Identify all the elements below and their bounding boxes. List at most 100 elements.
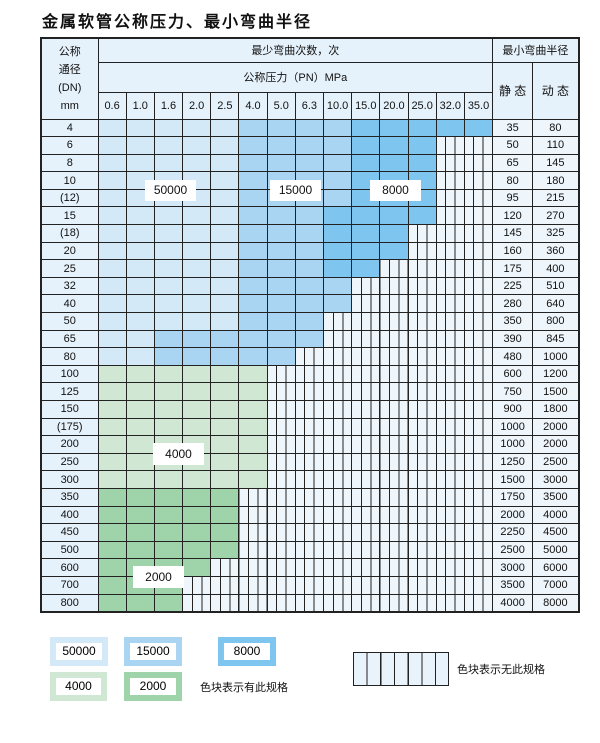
dynamic-radius-cell: 800: [532, 312, 580, 331]
no-spec-cell: [435, 364, 465, 384]
table-row: 20 160 360: [40, 241, 580, 261]
dn-cell: 50: [40, 312, 99, 331]
no-spec-cell: [238, 540, 268, 560]
no-spec-cell: [407, 364, 437, 384]
spec-cell-8000: [351, 241, 381, 261]
spec-cell-8000: [407, 206, 437, 226]
spec-cell-50000: [182, 259, 212, 278]
no-spec-cell: [463, 206, 494, 226]
dn-cell: 400: [40, 505, 99, 525]
dynamic-radius-cell: 400: [532, 259, 580, 278]
spec-cell-15000: [294, 329, 325, 349]
static-header: 静 态: [492, 61, 534, 120]
no-spec-cell: [294, 558, 325, 577]
no-spec-cell: [322, 470, 353, 489]
spec-cell-4000: [97, 470, 127, 489]
spec-cell-15000: [322, 188, 353, 208]
spec-cell-50000: [97, 153, 127, 173]
dn-cell: 800: [40, 593, 99, 613]
spec-cell-50000: [153, 206, 184, 226]
no-spec-cell: [322, 487, 353, 507]
pressure-col-header: 35.0: [463, 91, 494, 120]
spec-cell-15000: [238, 136, 268, 155]
dynamic-radius-cell: 270: [532, 206, 580, 226]
dn-cell: (175): [40, 417, 99, 437]
spec-cell-15000: [294, 206, 325, 226]
no-spec-cell: [351, 329, 381, 349]
table-row: 6 50 110: [40, 136, 580, 155]
dn-cell: 20: [40, 241, 99, 261]
no-spec-cell: [463, 153, 494, 173]
spec-cell-15000: [266, 329, 296, 349]
spec-cell-8000: [379, 153, 409, 173]
no-spec-cell: [379, 347, 409, 366]
spec-cell-50000: [182, 153, 212, 173]
spec-cell-8000: [351, 136, 381, 155]
no-spec-cell: [266, 435, 296, 454]
spec-cell-15000: [322, 294, 353, 314]
legend-50000: 50000: [50, 637, 108, 666]
no-spec-cell: [238, 487, 268, 507]
no-spec-cell: [435, 276, 465, 296]
spec-cell-15000: [294, 276, 325, 296]
spec-cell-4000: [125, 364, 155, 384]
spec-cell-4000: [153, 400, 184, 419]
region-label-4000: 4000: [153, 443, 204, 465]
no-spec-cell: [322, 575, 353, 595]
spec-cell-4000: [210, 470, 240, 489]
dn-cell: 600: [40, 558, 99, 577]
dynamic-radius-cell: 2500: [532, 452, 580, 472]
spec-cell-15000: [266, 118, 296, 138]
no-spec-cell: [379, 505, 409, 525]
dynamic-radius-cell: 2000: [532, 417, 580, 437]
no-spec-cell: [435, 417, 465, 437]
spec-cell-8000: [463, 118, 494, 138]
pressure-col-header: 1.6: [153, 91, 184, 120]
spec-cell-15000: [238, 329, 268, 349]
no-spec-cell: [407, 593, 437, 613]
no-spec-cell: [351, 575, 381, 595]
static-radius-cell: 120: [492, 206, 534, 226]
spec-cell-2000: [153, 487, 184, 507]
no-spec-cell: [463, 364, 494, 384]
spec-cell-4000: [210, 382, 240, 401]
no-spec-cell: [435, 224, 465, 243]
no-spec-cell: [294, 452, 325, 472]
spec-cell-50000: [125, 312, 155, 331]
spec-cell-50000: [182, 294, 212, 314]
spec-cell-50000: [97, 188, 127, 208]
spec-cell-2000: [182, 505, 212, 525]
dn-header: 公称 通径 (DN) mm: [40, 37, 99, 120]
no-spec-cell: [435, 487, 465, 507]
spec-cell-4000: [182, 382, 212, 401]
spec-cell-4000: [182, 400, 212, 419]
dn-cell: 250: [40, 452, 99, 472]
dn-cell: 125: [40, 382, 99, 401]
spec-cell-50000: [210, 118, 240, 138]
spec-cell-8000: [322, 206, 353, 226]
no-spec-cell: [435, 575, 465, 595]
spec-cell-50000: [153, 153, 184, 173]
spec-cell-50000: [97, 136, 127, 155]
legend-8000: 8000: [218, 637, 276, 666]
spec-cell-15000: [238, 259, 268, 278]
spec-cell-4000: [153, 417, 184, 437]
pressure-col-header: 10.0: [322, 91, 353, 120]
no-spec-cell: [379, 417, 409, 437]
spec-cell-50000: [153, 136, 184, 155]
no-spec-cell: [435, 188, 465, 208]
no-spec-cell: [322, 523, 353, 542]
no-spec-cell: [266, 364, 296, 384]
spec-cell-2000: [210, 487, 240, 507]
dynamic-radius-cell: 4000: [532, 505, 580, 525]
no-spec-cell: [322, 364, 353, 384]
no-spec-cell: [266, 452, 296, 472]
spec-cell-8000: [379, 206, 409, 226]
region-label-2000: 2000: [133, 566, 184, 588]
legend-2000: 2000: [124, 672, 182, 701]
no-spec-cell: [266, 540, 296, 560]
spec-cell-8000: [322, 241, 353, 261]
table-row: 50 350 800: [40, 312, 580, 331]
no-spec-cell: [379, 364, 409, 384]
spec-cell-50000: [97, 118, 127, 138]
